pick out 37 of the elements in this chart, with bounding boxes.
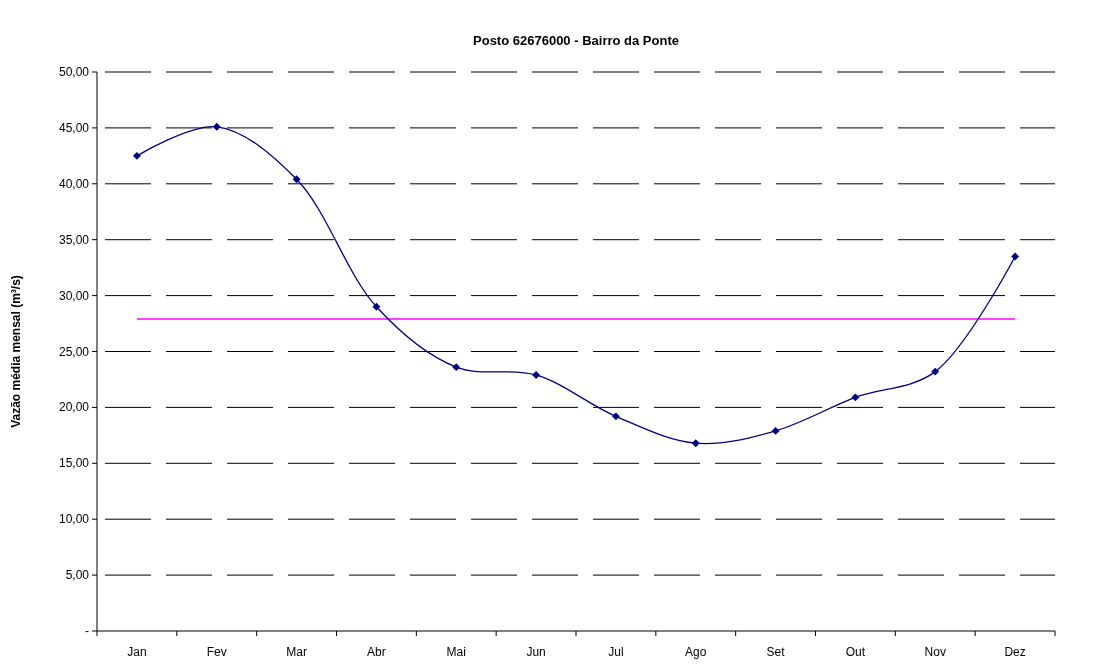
point	[212, 122, 221, 131]
y-tick-label: 25,00	[58, 344, 90, 359]
y-tick-label: 5,00	[65, 568, 90, 583]
y-tick-label: 40,00	[58, 176, 90, 191]
x-tick-label: Jun	[526, 645, 546, 659]
point	[611, 412, 620, 421]
point	[771, 426, 780, 435]
point	[452, 363, 461, 372]
y-tick-label: 10,00	[58, 512, 90, 527]
y-axis-title: Vazão média mensal (m³/s)	[9, 275, 23, 428]
x-tick-label: Ago	[685, 645, 707, 659]
y-tick-label: 50,00	[58, 65, 90, 79]
y-tick-label: 30,00	[58, 288, 90, 303]
y-tick-label: 45,00	[58, 120, 90, 135]
x-tick-label: Fev	[206, 645, 227, 659]
y-tick-label: 35,00	[58, 232, 90, 247]
chart-title: Posto 62676000 - Bairro da Ponte	[473, 33, 679, 48]
point	[691, 439, 700, 448]
x-tick-label: Nov	[924, 645, 946, 659]
x-tick-label: Mar	[286, 645, 307, 659]
x-tick-label: Jan	[127, 645, 147, 659]
x-tick-label: Mai	[446, 645, 466, 659]
y-tick-label: -	[85, 624, 89, 638]
point	[132, 151, 141, 160]
x-tick-label: Out	[845, 645, 866, 659]
x-tick-label: Set	[766, 645, 786, 659]
x-tick-label: Jul	[608, 645, 624, 659]
point	[372, 302, 381, 311]
point	[292, 175, 301, 184]
point	[851, 393, 860, 402]
point	[1011, 252, 1020, 261]
y-tick-label: 20,00	[58, 400, 90, 415]
x-tick-label: Dez	[1004, 645, 1026, 659]
x-tick-label: Abr	[367, 645, 386, 659]
y-tick-label: 15,00	[58, 456, 90, 471]
point	[532, 371, 541, 379]
point	[931, 367, 940, 376]
